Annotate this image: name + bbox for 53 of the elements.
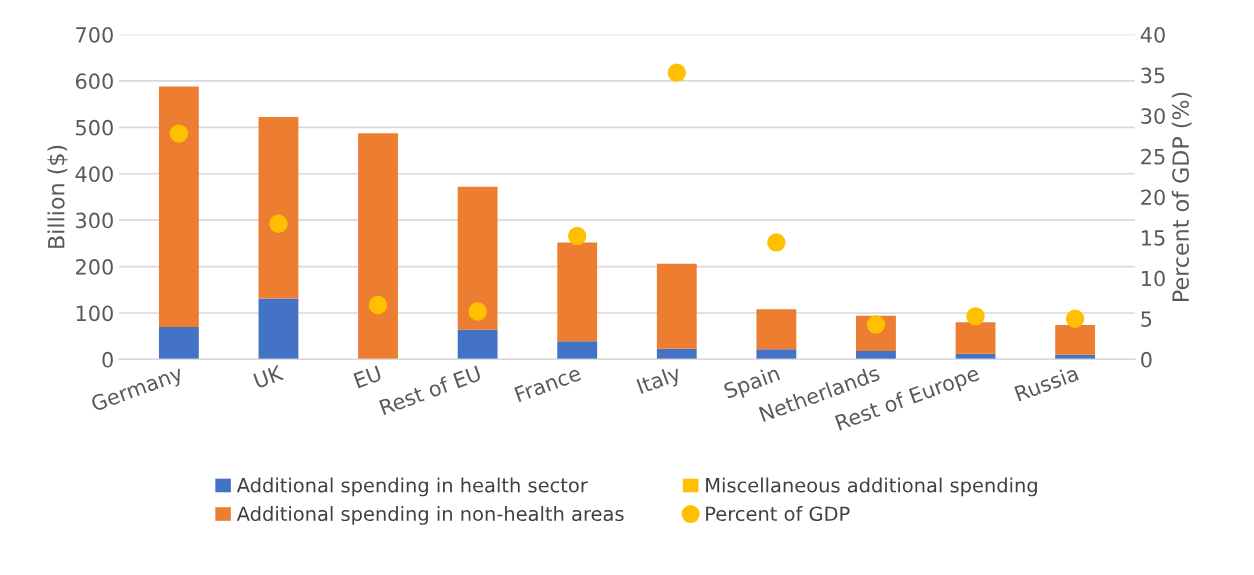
bar — [457, 329, 498, 360]
y2-tick-label: 25 — [1141, 148, 1165, 165]
legend-label: Additional spending in non-health areas — [236, 506, 624, 525]
x-tick-label: EU — [353, 365, 382, 389]
y2-tick-label: 5 — [1141, 311, 1152, 327]
y2-axis-title: Percent of GDP (%) — [1171, 92, 1192, 301]
point — [368, 295, 388, 315]
y-tick-label: 0 — [102, 351, 113, 368]
point — [966, 307, 985, 326]
y-tick-label: 700 — [76, 26, 113, 43]
bar — [258, 298, 299, 360]
bar — [856, 351, 896, 360]
bar — [656, 263, 697, 349]
y2-tick-label: 0 — [1141, 351, 1152, 368]
y-axis-title: Billion ($) — [47, 145, 68, 248]
bar — [955, 322, 996, 354]
y-tick-label: 200 — [76, 259, 113, 275]
x-tick-label: Russia — [1014, 364, 1079, 402]
y2-tick-label: 40 — [1140, 26, 1165, 43]
legend-label: Percent of GDP — [706, 506, 850, 522]
y2-tick-label: 35 — [1141, 67, 1165, 84]
bar — [1055, 325, 1096, 355]
y2-tick-label: 20 — [1141, 189, 1165, 206]
bar — [557, 242, 598, 342]
point — [169, 124, 189, 143]
y-tick-label: 600 — [75, 73, 113, 90]
legend-label: Additional spending in health sector — [236, 477, 588, 497]
x-tick-label: France — [514, 365, 582, 403]
bar — [756, 349, 797, 360]
y-tick-label: 100 — [76, 305, 113, 322]
bar — [258, 117, 299, 299]
point — [1065, 309, 1085, 328]
y2-tick-label: 10 — [1142, 270, 1165, 287]
legend-label: Miscellaneous additional spending — [706, 477, 1037, 497]
y-tick-label: 400 — [75, 166, 113, 182]
bar — [656, 348, 697, 360]
bar — [457, 186, 498, 330]
x-tick-label: Italy — [636, 364, 684, 398]
y2-tick-label: 30 — [1141, 108, 1165, 124]
y2-tick-label: 15 — [1142, 230, 1165, 246]
bar — [557, 341, 598, 360]
bar — [756, 309, 797, 350]
point — [468, 302, 487, 321]
bar — [158, 326, 199, 360]
bar — [158, 86, 199, 327]
x-tick-label: UK — [253, 364, 285, 389]
bar — [358, 133, 398, 360]
y-tick-label: 300 — [76, 212, 113, 229]
point — [269, 214, 288, 233]
y-tick-label: 500 — [76, 119, 113, 136]
point — [568, 226, 587, 246]
point — [767, 233, 786, 252]
point — [667, 63, 686, 82]
